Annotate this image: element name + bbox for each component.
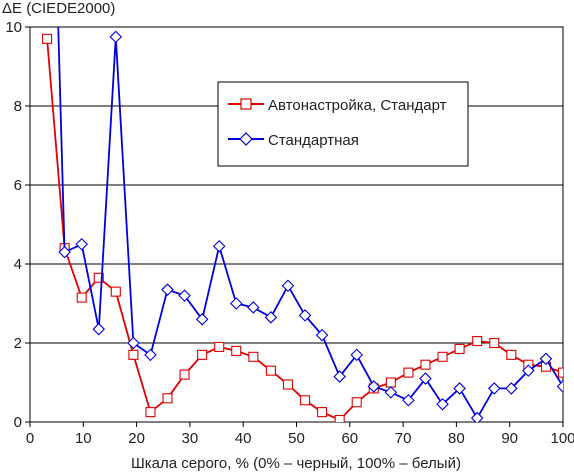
point-standard-7 bbox=[161, 283, 174, 296]
y-tick-label-10: 10 bbox=[5, 19, 22, 36]
point-standard-11 bbox=[229, 297, 243, 310]
legend-marker-standard bbox=[239, 132, 253, 146]
legend-box bbox=[217, 81, 469, 167]
x-tick-label-60: 60 bbox=[341, 430, 358, 447]
point-auto-0 bbox=[42, 33, 53, 44]
point-auto-23 bbox=[437, 351, 448, 362]
y-axis-label: ΔE (CIEDE2000) bbox=[2, 0, 115, 17]
point-auto-30 bbox=[557, 367, 563, 378]
legend-label-auto: Автонастройка, Стандарт bbox=[268, 97, 447, 114]
x-tick-label-10: 10 bbox=[75, 430, 92, 447]
x-tick-label-70: 70 bbox=[395, 430, 412, 447]
x-tick-label-90: 90 bbox=[501, 430, 518, 447]
legend-label-standard: Стандартная bbox=[268, 132, 359, 149]
point-standard-30 bbox=[556, 380, 563, 393]
point-auto-16 bbox=[317, 407, 328, 418]
point-auto-15 bbox=[299, 395, 311, 406]
legend-marker-auto bbox=[240, 98, 252, 110]
point-auto-20 bbox=[385, 377, 396, 388]
x-tick-label-0: 0 bbox=[26, 430, 34, 447]
point-standard-20 bbox=[384, 386, 398, 399]
point-standard-18 bbox=[350, 348, 364, 362]
y-tick-label-8: 8 bbox=[14, 98, 22, 115]
point-standard-13 bbox=[264, 311, 278, 324]
point-standard-9 bbox=[195, 313, 209, 326]
point-standard-15 bbox=[298, 309, 312, 322]
point-auto-9 bbox=[197, 349, 208, 360]
x-tick-label-40: 40 bbox=[235, 430, 252, 447]
point-auto-14 bbox=[282, 379, 294, 390]
point-auto-8 bbox=[179, 369, 190, 380]
point-standard-2 bbox=[75, 237, 88, 251]
point-standard-3 bbox=[92, 322, 106, 336]
point-standard-10 bbox=[212, 239, 226, 253]
y-tick-label-0: 0 bbox=[14, 414, 22, 431]
y-tick-label-6: 6 bbox=[14, 177, 22, 194]
y-axis: 0 2 4 6 8 10 bbox=[5, 19, 30, 431]
x-tick-label-30: 30 bbox=[182, 430, 199, 447]
point-standard-5 bbox=[127, 336, 140, 350]
point-standard-19 bbox=[367, 380, 381, 393]
x-tick-label-50: 50 bbox=[288, 430, 305, 447]
point-auto-4 bbox=[110, 286, 121, 297]
point-auto-25 bbox=[472, 335, 483, 347]
point-standard-26 bbox=[487, 382, 501, 395]
point-auto-26 bbox=[489, 337, 500, 349]
point-auto-3 bbox=[93, 272, 104, 283]
point-standard-29 bbox=[539, 352, 553, 366]
point-auto-10 bbox=[214, 341, 225, 353]
x-tick-label-20: 20 bbox=[128, 430, 145, 447]
point-standard-28 bbox=[522, 364, 535, 377]
legend: Автонастройка, Стандарт Стандартная bbox=[217, 81, 469, 167]
point-standard-22 bbox=[419, 372, 432, 385]
point-standard-8 bbox=[178, 289, 191, 302]
point-auto-13 bbox=[265, 365, 276, 376]
point-auto-27 bbox=[506, 349, 517, 360]
point-standard-27 bbox=[505, 382, 518, 395]
y-tick-label-2: 2 bbox=[14, 335, 22, 352]
point-auto-17 bbox=[334, 414, 345, 422]
point-auto-6 bbox=[145, 407, 156, 418]
point-auto-24 bbox=[454, 343, 465, 354]
point-standard-14 bbox=[281, 279, 295, 293]
point-standard-24 bbox=[453, 382, 466, 395]
point-standard-23 bbox=[436, 397, 449, 411]
point-standard-6 bbox=[144, 348, 157, 362]
point-standard-17 bbox=[333, 370, 346, 383]
y-tick-label-4: 4 bbox=[14, 256, 22, 273]
series-line-standard bbox=[57, 27, 563, 420]
point-auto-22 bbox=[420, 359, 431, 370]
point-standard-21 bbox=[402, 393, 415, 407]
x-tick-label-80: 80 bbox=[448, 430, 465, 447]
series-layer bbox=[42, 27, 563, 422]
point-auto-7 bbox=[162, 393, 173, 404]
x-axis: 0 10 20 30 40 50 60 70 80 90 100 bbox=[26, 422, 574, 447]
point-standard-1 bbox=[58, 245, 71, 259]
point-auto-21 bbox=[403, 367, 414, 378]
point-standard-25 bbox=[470, 411, 484, 422]
x-tick-label-100: 100 bbox=[550, 430, 574, 447]
point-standard-12 bbox=[247, 301, 260, 314]
x-axis-label: Шкала серого, % (0% – черный, 100% – бел… bbox=[131, 455, 461, 472]
point-auto-12 bbox=[248, 351, 259, 362]
point-auto-11 bbox=[231, 345, 242, 356]
point-auto-5 bbox=[128, 349, 139, 360]
point-auto-18 bbox=[351, 397, 362, 408]
point-auto-2 bbox=[76, 292, 87, 303]
point-standard-16 bbox=[315, 328, 329, 342]
point-standard-4 bbox=[109, 30, 123, 44]
